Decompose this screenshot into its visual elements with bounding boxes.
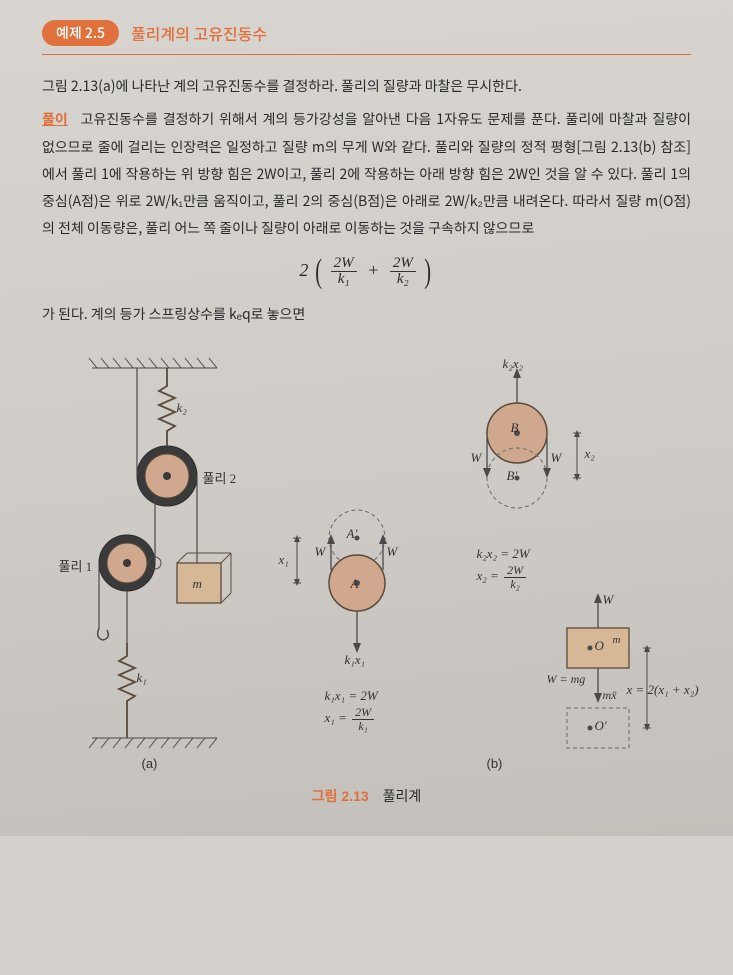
panel-a-label: (a) bbox=[142, 756, 158, 771]
label-k2x2: k₂x₂ bbox=[503, 356, 524, 372]
label-O-prime: O′ bbox=[595, 718, 607, 734]
label-Om: m bbox=[613, 634, 621, 646]
label-mass-m: m bbox=[193, 576, 202, 592]
label-O: O bbox=[595, 638, 604, 654]
label-WB-right: W bbox=[551, 450, 562, 466]
eq-k1x1-2W: k₁x₁ = 2W bbox=[325, 688, 378, 704]
label-B-prime: B′ bbox=[507, 468, 518, 484]
header-rule bbox=[42, 54, 691, 55]
eq-xsum: x = 2(x₁ + x₂) bbox=[627, 682, 707, 698]
label-x1: x₁ bbox=[279, 552, 289, 568]
label-k1: k₁ bbox=[137, 670, 147, 686]
label-k2: k₂ bbox=[177, 400, 187, 416]
eq-plus: + bbox=[367, 260, 379, 280]
figure-caption-text: 풀리계 bbox=[383, 788, 422, 804]
label-WO-up: W bbox=[603, 592, 614, 608]
eq-k2x2-2W: k₂x₂ = 2W bbox=[477, 546, 530, 562]
label-k1x1: k₁x₁ bbox=[345, 652, 366, 668]
figure-2-13: k₂ 풀리 2 풀리 1 m k₁ A A′ W W k₁x₁ x₁ B B′ … bbox=[47, 338, 687, 778]
label-pulley-1: 풀리 1 bbox=[59, 556, 93, 575]
equation-display: 2 ( 2W k₁ + 2W k₂ ) bbox=[42, 253, 691, 291]
panel-b-label: (b) bbox=[487, 756, 503, 771]
label-WB-left: W bbox=[471, 450, 482, 466]
figure-caption: 그림 2.13 풀리계 bbox=[42, 786, 691, 806]
eq-lead: 2 bbox=[299, 260, 308, 280]
label-x2: x₂ bbox=[585, 446, 595, 462]
eq-x2-frac: x₂ = 2W k₂ bbox=[477, 564, 529, 590]
problem-statement: 그림 2.13(a)에 나타난 계의 고유진동수를 결정하라. 풀리의 질량과 … bbox=[42, 73, 691, 100]
solution-text: 고유진동수를 결정하기 위해서 계의 등가강성을 알아낸 다음 1자유도 문제를… bbox=[42, 109, 691, 238]
page: 예제 2.5 풀리계의 고유진동수 그림 2.13(a)에 나타난 계의 고유진… bbox=[0, 0, 733, 836]
label-pulley-2: 풀리 2 bbox=[203, 468, 237, 487]
label-A-prime: A′ bbox=[347, 526, 358, 542]
label-A: A bbox=[351, 576, 359, 592]
example-header: 예제 2.5 풀리계의 고유진동수 bbox=[42, 20, 691, 46]
figure-number: 그림 2.13 bbox=[312, 788, 369, 804]
label-Wmg: W = mg bbox=[547, 672, 586, 687]
rparen: ) bbox=[425, 253, 432, 291]
example-title: 풀리계의 고유진동수 bbox=[131, 21, 267, 45]
lparen: ( bbox=[315, 253, 322, 291]
label-W-left: W bbox=[315, 544, 326, 560]
solution-label: 풀이 bbox=[42, 109, 68, 129]
example-badge: 예제 2.5 bbox=[42, 20, 119, 46]
continuation-text: 가 된다. 계의 등가 스프링상수를 kₑq로 놓으면 bbox=[42, 301, 691, 328]
solution-paragraph: 풀이 고유진동수를 결정하기 위해서 계의 등가강성을 알아낸 다음 1자유도 … bbox=[42, 106, 691, 242]
label-W-right: W bbox=[387, 544, 398, 560]
eq-frac-2: 2W k₂ bbox=[390, 256, 416, 289]
label-mxdd: mẍ bbox=[603, 688, 617, 703]
eq-x1-frac: x₁ = 2W k₁ bbox=[325, 706, 377, 732]
label-B: B bbox=[511, 420, 519, 436]
eq-frac-1: 2W k₁ bbox=[331, 256, 357, 289]
